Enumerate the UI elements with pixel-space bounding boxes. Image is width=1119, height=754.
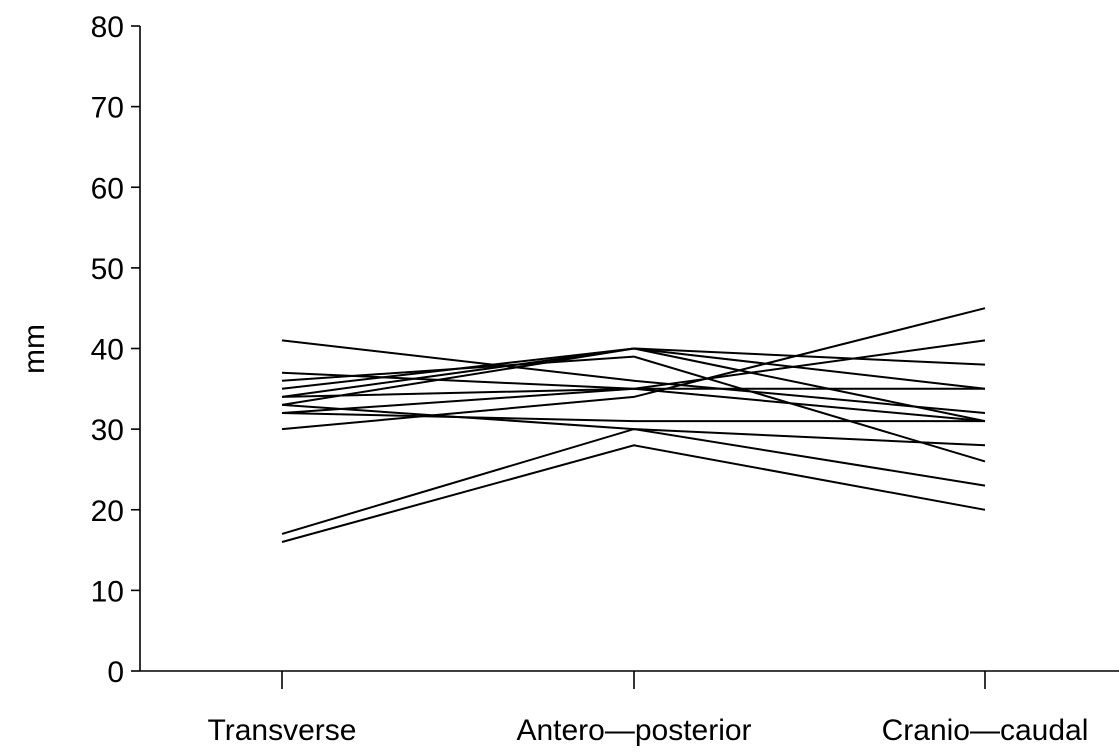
series-line-6 xyxy=(281,387,985,398)
series-line-12 xyxy=(281,428,986,535)
series-line-8 xyxy=(281,339,986,414)
x-ticks: Transverse Antero—posterior Cranio—caudal xyxy=(208,671,1089,747)
y-tick-label: 70 xyxy=(91,92,124,125)
series-line-10 xyxy=(281,307,986,431)
y-tick-label: 40 xyxy=(91,334,124,367)
series-line-9 xyxy=(281,412,985,423)
y-tick-label: 60 xyxy=(91,172,124,205)
y-tick-label: 20 xyxy=(91,495,124,528)
y-tick-label: 30 xyxy=(91,414,124,447)
y-ticks: 0 10 20 30 40 50 60 70 80 xyxy=(91,11,140,689)
y-axis-title: mm xyxy=(18,324,51,374)
y-tick-label: 10 xyxy=(91,575,124,608)
series-line-11 xyxy=(281,347,986,406)
series-line-3 xyxy=(281,355,986,463)
series-line-13 xyxy=(281,444,986,543)
x-tick-label: Antero—posterior xyxy=(516,714,751,747)
y-tick-label: 80 xyxy=(91,11,124,44)
y-tick-label: 0 xyxy=(107,656,124,689)
series-line-1 xyxy=(281,339,986,414)
series-lines xyxy=(281,307,986,543)
plot-area: 0 10 20 30 40 50 60 70 80 Transverse Antero—poste… xyxy=(91,11,1119,747)
x-tick-label: Transverse xyxy=(208,714,357,747)
y-tick-label: 50 xyxy=(91,253,124,286)
x-tick-label: Cranio—caudal xyxy=(882,714,1089,747)
